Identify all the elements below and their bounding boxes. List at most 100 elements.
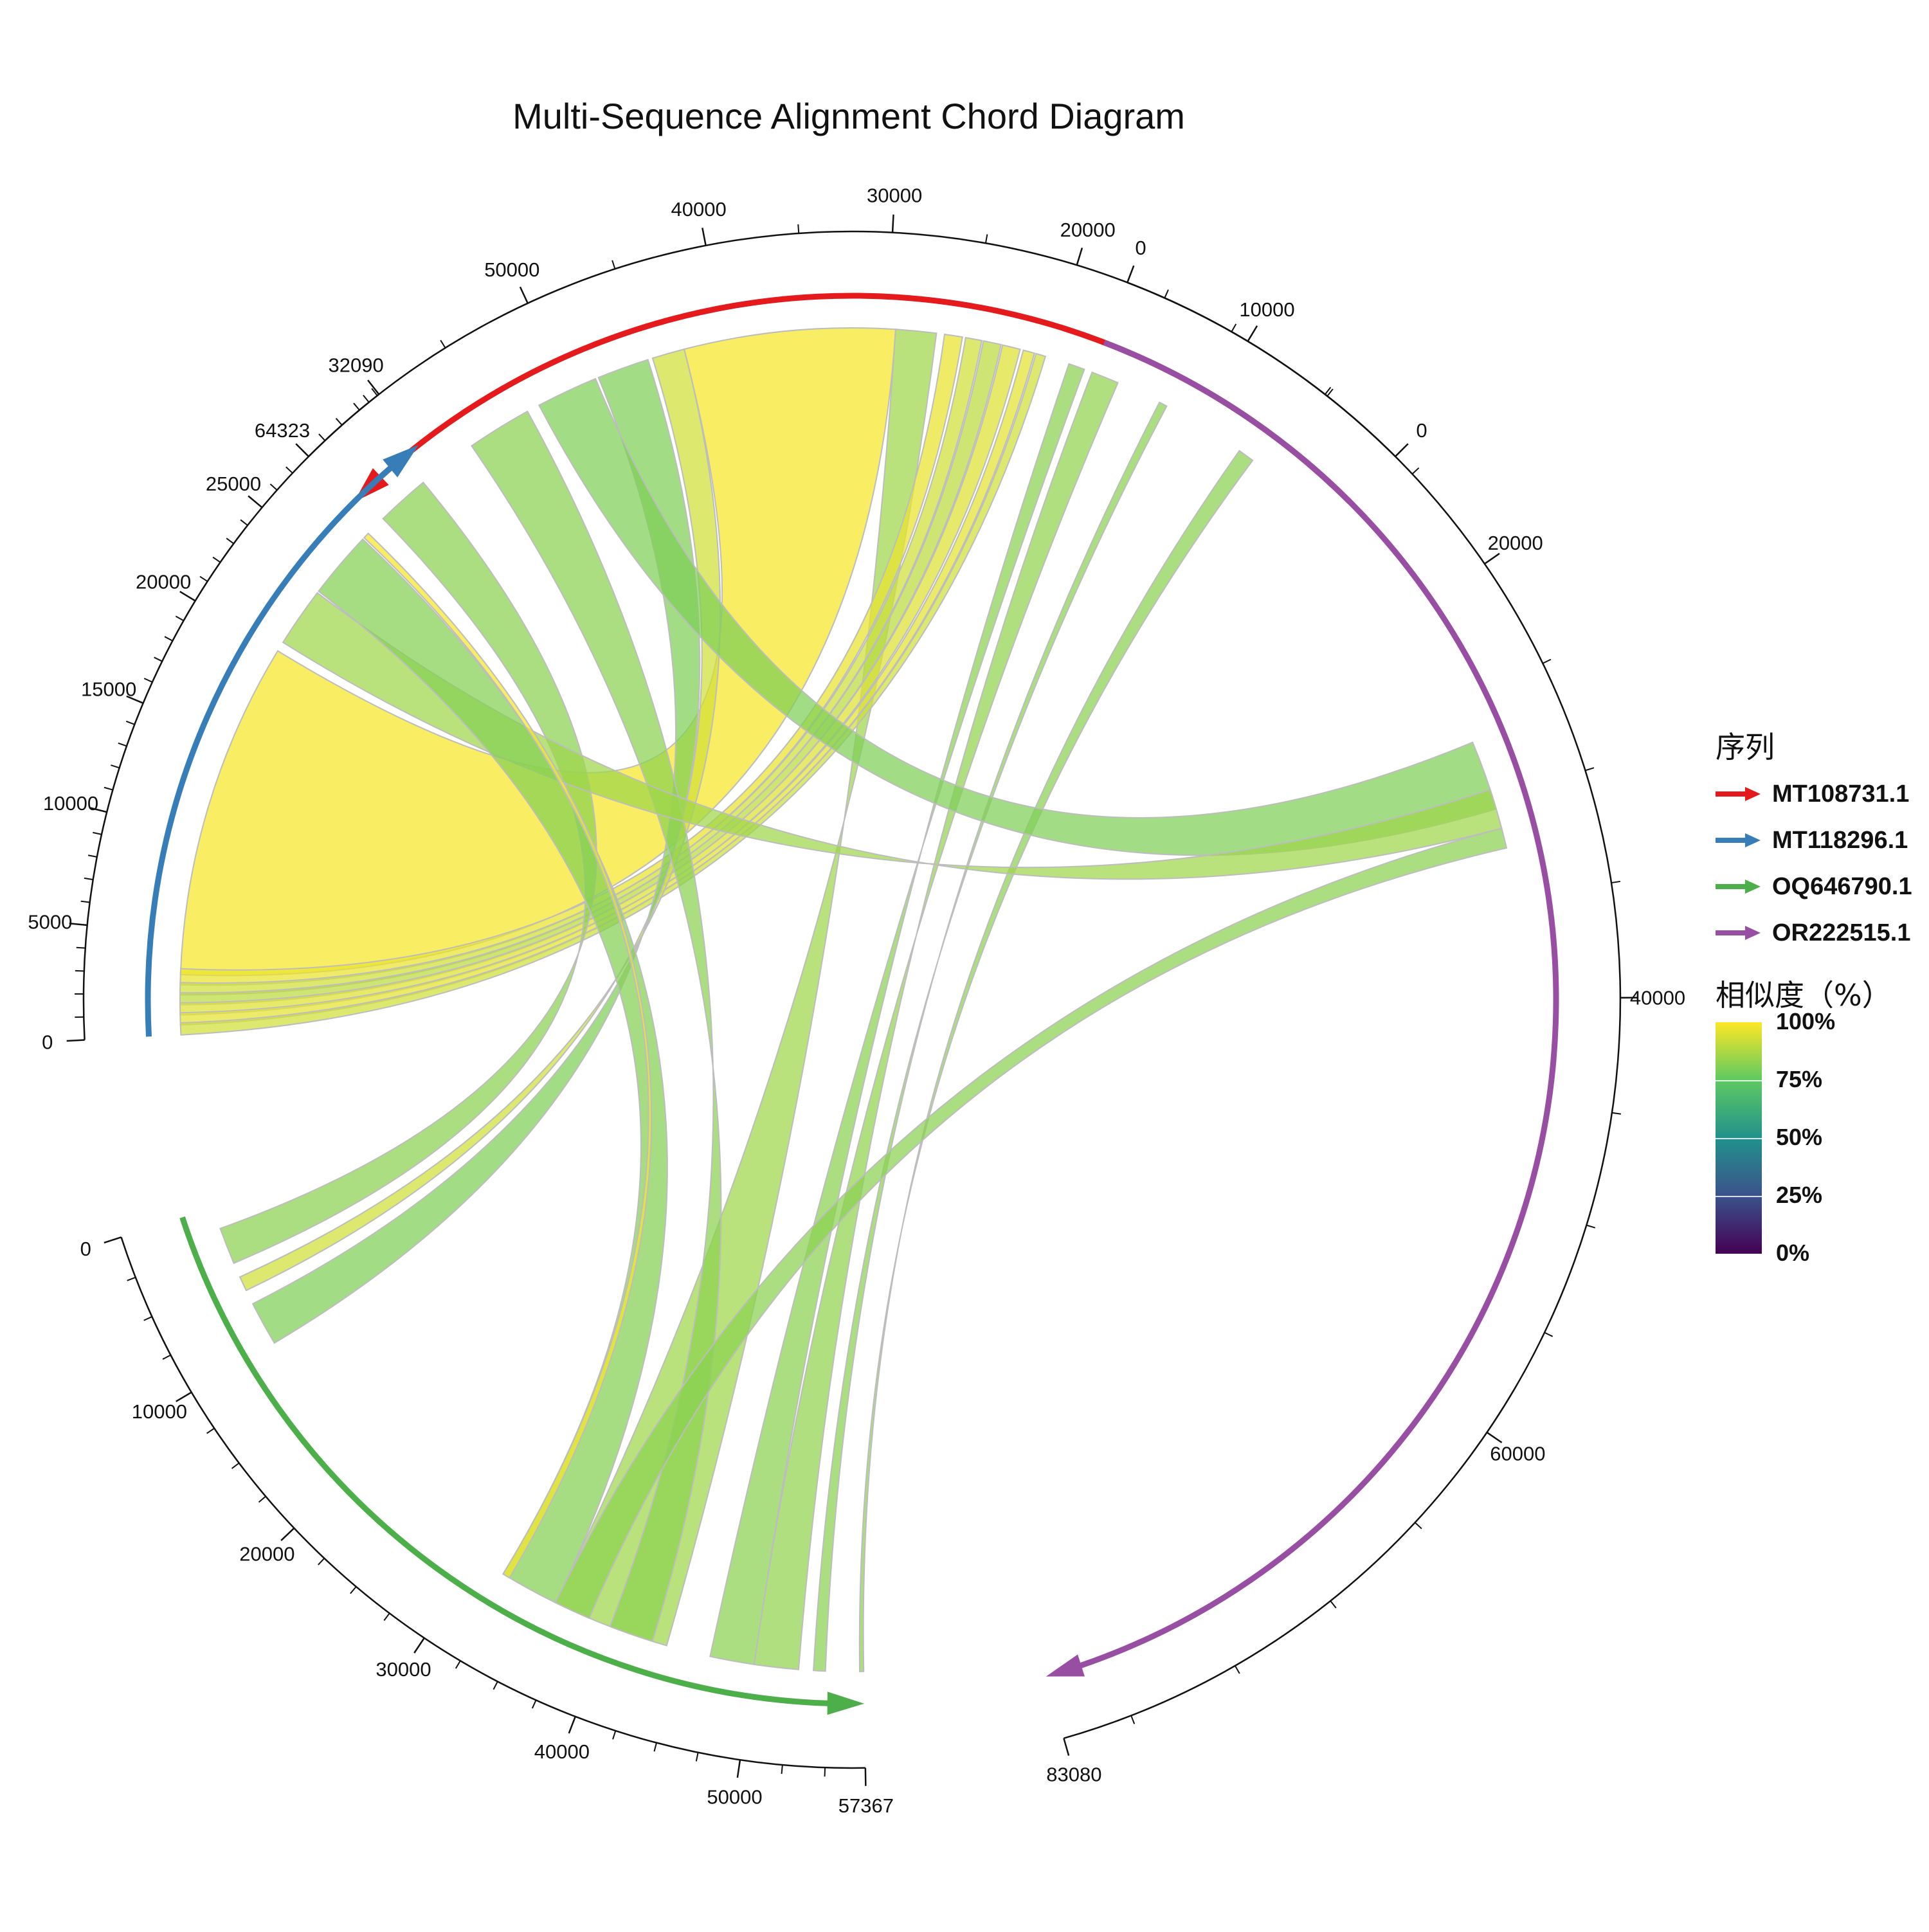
axis-tick-label: 20000 [239, 1543, 294, 1566]
colorbar-tick-label: 100% [1776, 1008, 1835, 1035]
axis-minor-tick [986, 234, 987, 243]
sequence-arrowhead [1046, 1654, 1085, 1676]
axis-minor-tick [126, 721, 134, 725]
legend-label: MT118296.1 [1772, 827, 1908, 854]
axis-minor-tick [84, 878, 93, 880]
axis-major-tick [892, 215, 893, 233]
axis-minor-tick [782, 1765, 783, 1774]
axis-minor-tick [163, 1355, 170, 1359]
axis-tick-label: 40000 [671, 198, 726, 221]
axis-tick-label: 83080 [1046, 1764, 1101, 1786]
legend-sequence-title: 序列 [1716, 724, 1775, 766]
axis-tick-label: 64323 [255, 419, 310, 442]
axis-tick-label: 0 [80, 1238, 91, 1260]
axis-tick-label: 0 [1416, 419, 1427, 442]
axis-minor-tick [104, 788, 113, 790]
axis-major-tick [520, 287, 528, 303]
colorbar-tick-mark [1716, 1196, 1762, 1197]
legend-label: OQ646790.1 [1772, 873, 1912, 901]
axis-tick-label: 10000 [1239, 298, 1294, 321]
axis-major-tick [1064, 1738, 1069, 1756]
axis-tick-label: 40000 [1630, 987, 1685, 1009]
axis-minor-tick [319, 434, 325, 440]
axis-minor-tick [88, 855, 97, 857]
axis-tick-label: 30000 [867, 185, 922, 207]
axis-minor-tick [302, 450, 309, 456]
legend-item-mt118296: MT118296.1 [1716, 824, 1908, 856]
legend-item-oq646790: OQ646790.1 [1716, 871, 1912, 903]
axis-major-tick [368, 380, 379, 394]
axis-minor-tick [456, 1661, 460, 1668]
legend-arrow-icon [1716, 786, 1761, 802]
colorbar-tick-mark [1716, 1080, 1762, 1081]
axis-minor-tick [318, 1558, 325, 1565]
axis-minor-tick [286, 467, 293, 473]
legend-label: OR222515.1 [1772, 919, 1911, 947]
axis-major-tick [569, 1717, 575, 1733]
axis-tick-label: 10000 [132, 1400, 187, 1423]
axis-major-tick [702, 228, 705, 245]
axis-minor-tick [1415, 1522, 1422, 1529]
axis-minor-tick [1586, 1225, 1595, 1228]
axis-major-tick [1487, 1432, 1501, 1443]
legend-arrow-icon [1716, 878, 1761, 895]
axis-minor-tick [207, 1429, 215, 1434]
axis-minor-tick [532, 1700, 536, 1708]
axis-minor-tick [1544, 1333, 1553, 1337]
axis-tick-label: 40000 [534, 1740, 590, 1763]
axis-minor-tick [493, 1681, 497, 1689]
axis-major-tick [281, 1528, 294, 1540]
axis-minor-tick [176, 616, 183, 620]
axis-minor-tick [350, 1587, 356, 1594]
axis-tick-label: 0 [1135, 237, 1146, 259]
axis-major-tick [414, 1638, 424, 1653]
axis-minor-tick [1586, 768, 1594, 770]
axis-minor-tick [213, 557, 221, 563]
axis-tick-label: 50000 [484, 258, 539, 281]
axis-tick-label: 20000 [136, 570, 191, 593]
axis-minor-tick [200, 577, 208, 582]
axis-line [1064, 282, 1620, 1738]
axis-tick-label: 50000 [707, 1786, 762, 1809]
axis-minor-tick [1231, 324, 1236, 332]
axis-tick-label: 5000 [28, 910, 72, 933]
axis-tick-label: 20000 [1060, 219, 1116, 241]
axis-minor-tick [613, 1731, 615, 1739]
sequence-arrowhead [828, 1692, 865, 1715]
axis-minor-tick [226, 538, 233, 543]
axis-minor-tick [81, 901, 90, 903]
axis-minor-tick [1543, 660, 1551, 664]
axis-minor-tick [612, 260, 615, 269]
axis-major-tick [738, 1760, 740, 1778]
axis-tick-label: 20000 [1488, 532, 1543, 554]
colorbar-tick-label: 25% [1776, 1182, 1822, 1209]
axis-minor-tick [1612, 1113, 1621, 1114]
axis-major-tick [1248, 326, 1257, 341]
axis-minor-tick [127, 1277, 136, 1281]
axis-minor-tick [240, 519, 248, 525]
axis-minor-tick [270, 484, 276, 490]
axis-minor-tick [336, 419, 342, 425]
axis-tick-label: 60000 [1490, 1443, 1545, 1465]
axis-major-tick [1395, 444, 1408, 456]
axis-minor-tick [259, 1496, 266, 1502]
legend-arrow-icon [1716, 832, 1761, 849]
legend-item-or222515: OR222515.1 [1716, 917, 1911, 949]
axis-tick-label: 10000 [43, 792, 98, 815]
colorbar-tick-label: 50% [1776, 1124, 1822, 1151]
axis-minor-tick [654, 1743, 657, 1752]
legend-label: MT108731.1 [1772, 781, 1909, 808]
axis-tick-label: 0 [42, 1031, 53, 1054]
axis-minor-tick [1131, 1715, 1134, 1724]
axis-minor-tick [154, 657, 163, 661]
axis-minor-tick [165, 636, 172, 641]
axis-minor-tick [144, 1317, 152, 1321]
legend-item-mt108731: MT108731.1 [1716, 778, 1909, 810]
axis-minor-tick [1412, 468, 1418, 474]
axis-tick-label: 57367 [838, 1794, 894, 1817]
sequence-arrow-OR222515.1 [1060, 343, 1556, 1672]
axis-major-tick [1077, 248, 1082, 266]
axis-minor-tick [1164, 290, 1168, 298]
